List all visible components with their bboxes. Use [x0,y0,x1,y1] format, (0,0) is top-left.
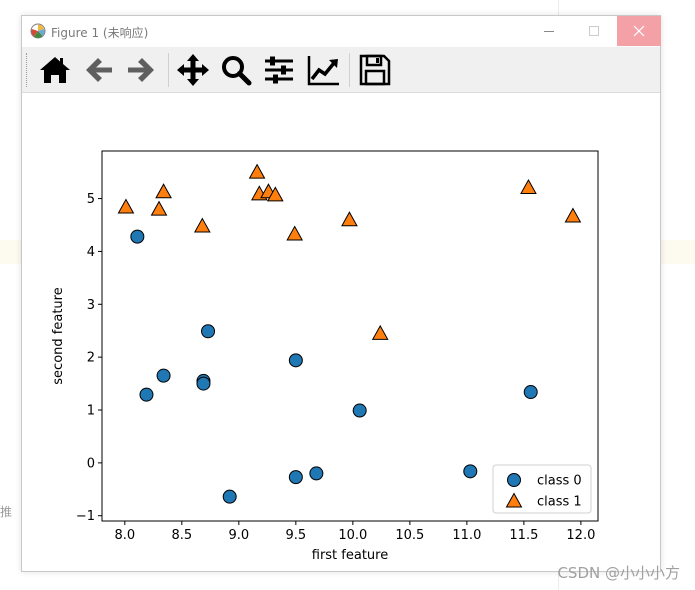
data-point-class-0 [309,466,324,481]
matplotlib-app-icon [30,23,46,39]
y-tick-label: 4 [87,245,95,260]
scatter-chart[interactable]: 8.0 8.5 9.0 9.5 10.0 10.5 11.0 11.5 12.0 −1 0 1 2 3 4… [22,93,660,571]
points-layer [117,163,582,504]
arrow-right-icon [128,58,154,82]
data-point-class-1 [520,178,537,194]
data-point-class-0 [352,403,367,418]
y-tick-label: 1 [87,404,95,419]
edit-axes-button[interactable] [306,53,340,87]
y-tick-label: −1 [76,509,95,524]
forward-button[interactable] [124,53,158,87]
home-icon [40,57,70,83]
x-axis: 8.0 8.5 9.0 9.5 10.0 10.5 11.0 11.5 12.0 [114,521,595,543]
close-button[interactable] [617,16,661,46]
x-tick-label: 10.0 [338,528,367,543]
legend-label: class 1 [537,495,582,510]
data-point-class-1 [248,163,266,179]
data-point-class-0 [156,368,171,383]
x-tick-label: 11.0 [452,528,481,543]
legend-marker [505,492,523,508]
data-point-class-0 [139,387,154,402]
data-point-class-1 [371,324,389,340]
y-tick-label: 0 [87,456,95,471]
data-point-class-0 [523,385,538,400]
arrow-left-icon [86,58,112,82]
chart-line-icon [307,56,339,86]
navigation-toolbar [22,47,660,93]
home-button[interactable] [38,53,72,87]
figure-canvas[interactable]: 8.0 8.5 9.0 9.5 10.0 10.5 11.0 11.5 12.0 −1 0 1 2 3 4… [22,93,660,571]
x-axis-label: first feature [312,548,388,563]
data-point-class-0 [130,229,145,244]
data-point-class-1 [286,225,304,241]
configure-subplots-button[interactable] [262,53,296,87]
data-point-class-1 [564,207,582,223]
y-axis-label: second feature [51,287,66,384]
figure-window: Figure 1 (未响应) [21,15,661,572]
x-tick-label: 10.5 [395,528,424,543]
data-point-class-0 [196,376,211,391]
data-point-class-1 [266,186,284,202]
y-tick-label: 3 [87,298,95,313]
back-button[interactable] [82,53,116,87]
data-point-class-1 [150,200,168,216]
zoom-button[interactable] [219,53,253,87]
legend-marker [507,473,521,487]
x-tick-label: 8.5 [171,528,192,543]
data-point-class-1 [341,211,358,227]
minimize-icon [544,31,554,32]
x-tick-label: 12.0 [566,528,595,543]
data-point-class-0 [463,464,478,479]
watermark-text: CSDN @小小小方 [557,564,680,582]
legend: class 0 class 1 [492,464,592,514]
toolbar-grip[interactable] [26,53,29,87]
y-tick-label: 5 [87,192,95,207]
window-title: Figure 1 (未响应) [51,26,149,40]
data-point-class-0 [288,353,303,368]
plot-frame [101,150,599,522]
title-bar[interactable]: Figure 1 (未响应) [22,16,661,47]
data-point-class-0 [288,470,303,485]
background-glyph: 推 [0,505,13,519]
maximize-button[interactable] [572,16,616,46]
minimize-button[interactable] [527,16,571,46]
close-icon [633,25,645,37]
data-point-class-1 [193,217,211,233]
move-icon [177,54,209,86]
maximize-icon [589,26,599,36]
x-tick-label: 9.5 [285,528,306,543]
data-point-class-1 [155,183,172,199]
sliders-icon [265,56,293,84]
data-point-class-0 [222,489,237,504]
x-tick-label: 8.0 [114,528,135,543]
save-button[interactable] [358,53,392,87]
magnifier-icon [222,56,252,86]
x-tick-label: 9.0 [228,528,249,543]
data-point-class-1 [117,198,135,214]
floppy-icon [359,54,391,86]
x-tick-label: 11.5 [509,528,538,543]
y-axis: −1 0 1 2 3 4 5 [76,192,102,524]
pan-button[interactable] [176,53,210,87]
toolbar-separator [168,53,169,87]
data-point-class-0 [201,324,216,339]
legend-label: class 0 [537,474,582,489]
toolbar-separator [349,53,350,87]
y-tick-label: 2 [87,351,95,366]
